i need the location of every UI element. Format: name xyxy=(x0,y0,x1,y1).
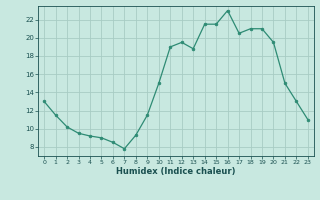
X-axis label: Humidex (Indice chaleur): Humidex (Indice chaleur) xyxy=(116,167,236,176)
